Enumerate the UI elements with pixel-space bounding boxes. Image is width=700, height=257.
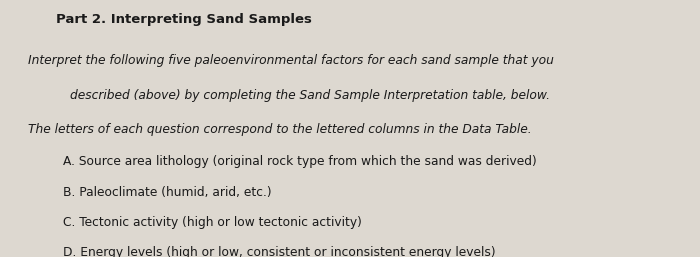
Text: B. Paleoclimate (humid, arid, etc.): B. Paleoclimate (humid, arid, etc.) [63, 186, 272, 199]
Text: A. Source area lithology (original rock type from which the sand was derived): A. Source area lithology (original rock … [63, 155, 537, 169]
Text: D. Energy levels (high or low, consistent or inconsistent energy levels): D. Energy levels (high or low, consisten… [63, 246, 496, 257]
Text: Part 2. Interpreting Sand Samples: Part 2. Interpreting Sand Samples [56, 13, 312, 26]
Text: Interpret the following five paleoenvironmental factors for each sand sample tha: Interpret the following five paleoenviro… [28, 54, 554, 67]
Text: C. Tectonic activity (high or low tectonic activity): C. Tectonic activity (high or low tecton… [63, 216, 362, 229]
Text: described (above) by completing the Sand Sample Interpretation table, below.: described (above) by completing the Sand… [70, 89, 550, 102]
Text: The letters of each question correspond to the lettered columns in the Data Tabl: The letters of each question correspond … [28, 123, 531, 136]
